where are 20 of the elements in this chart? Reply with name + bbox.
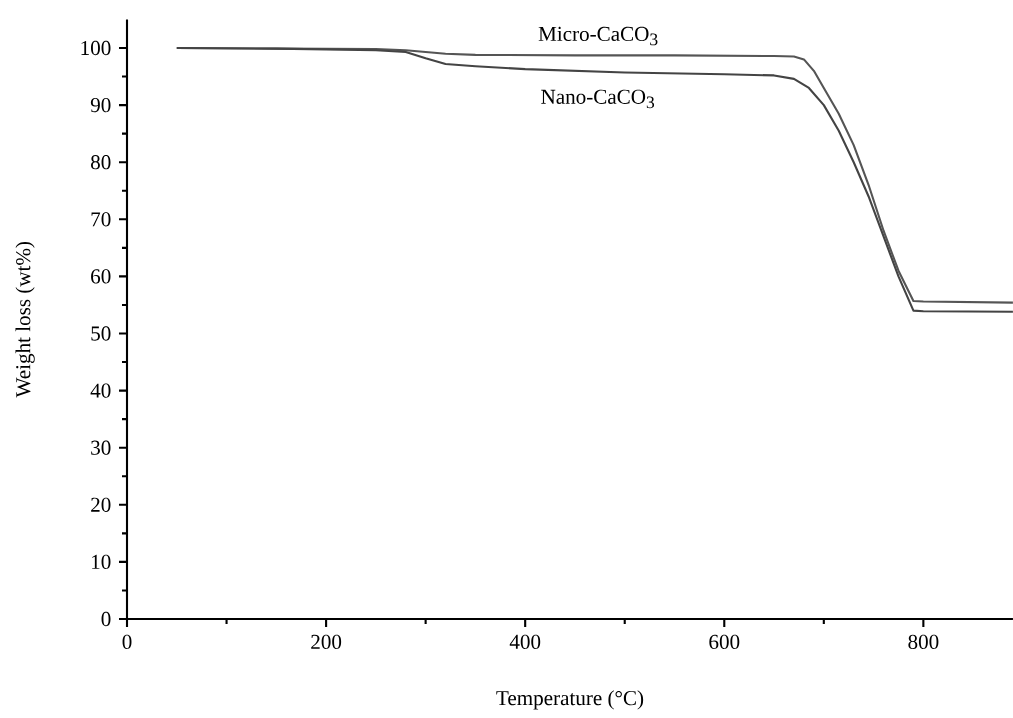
y-axis-title: Weight loss (wt%) <box>15 241 35 398</box>
y-tick-label: 100 <box>81 40 111 56</box>
series-label: Micro-CaCO$_{3}$ <box>538 26 658 46</box>
y-tick-label: 80 <box>91 155 111 170</box>
x-tick-label: 800 <box>908 634 939 649</box>
y-tick-label: 30 <box>91 440 111 455</box>
y-tick-label: 60 <box>91 269 111 284</box>
y-tick-label: 20 <box>91 497 111 512</box>
x-tick-label: 0 <box>122 634 132 649</box>
y-tick-label: 50 <box>91 326 111 341</box>
y-tick-label: 0 <box>101 611 111 627</box>
x-tick-label: 200 <box>311 634 342 649</box>
x-tick-label: 600 <box>709 634 740 649</box>
series-label: Nano-CaCO$_{3}$ <box>541 89 655 109</box>
y-tick-label: 90 <box>90 97 111 113</box>
x-tick-label: 400 <box>509 634 541 649</box>
y-tick-label: 40 <box>90 383 111 398</box>
y-tick-label: 70 <box>91 212 111 227</box>
x-axis-title: Temperature (°C) <box>496 690 644 710</box>
y-tick-label: 10 <box>92 554 111 570</box>
